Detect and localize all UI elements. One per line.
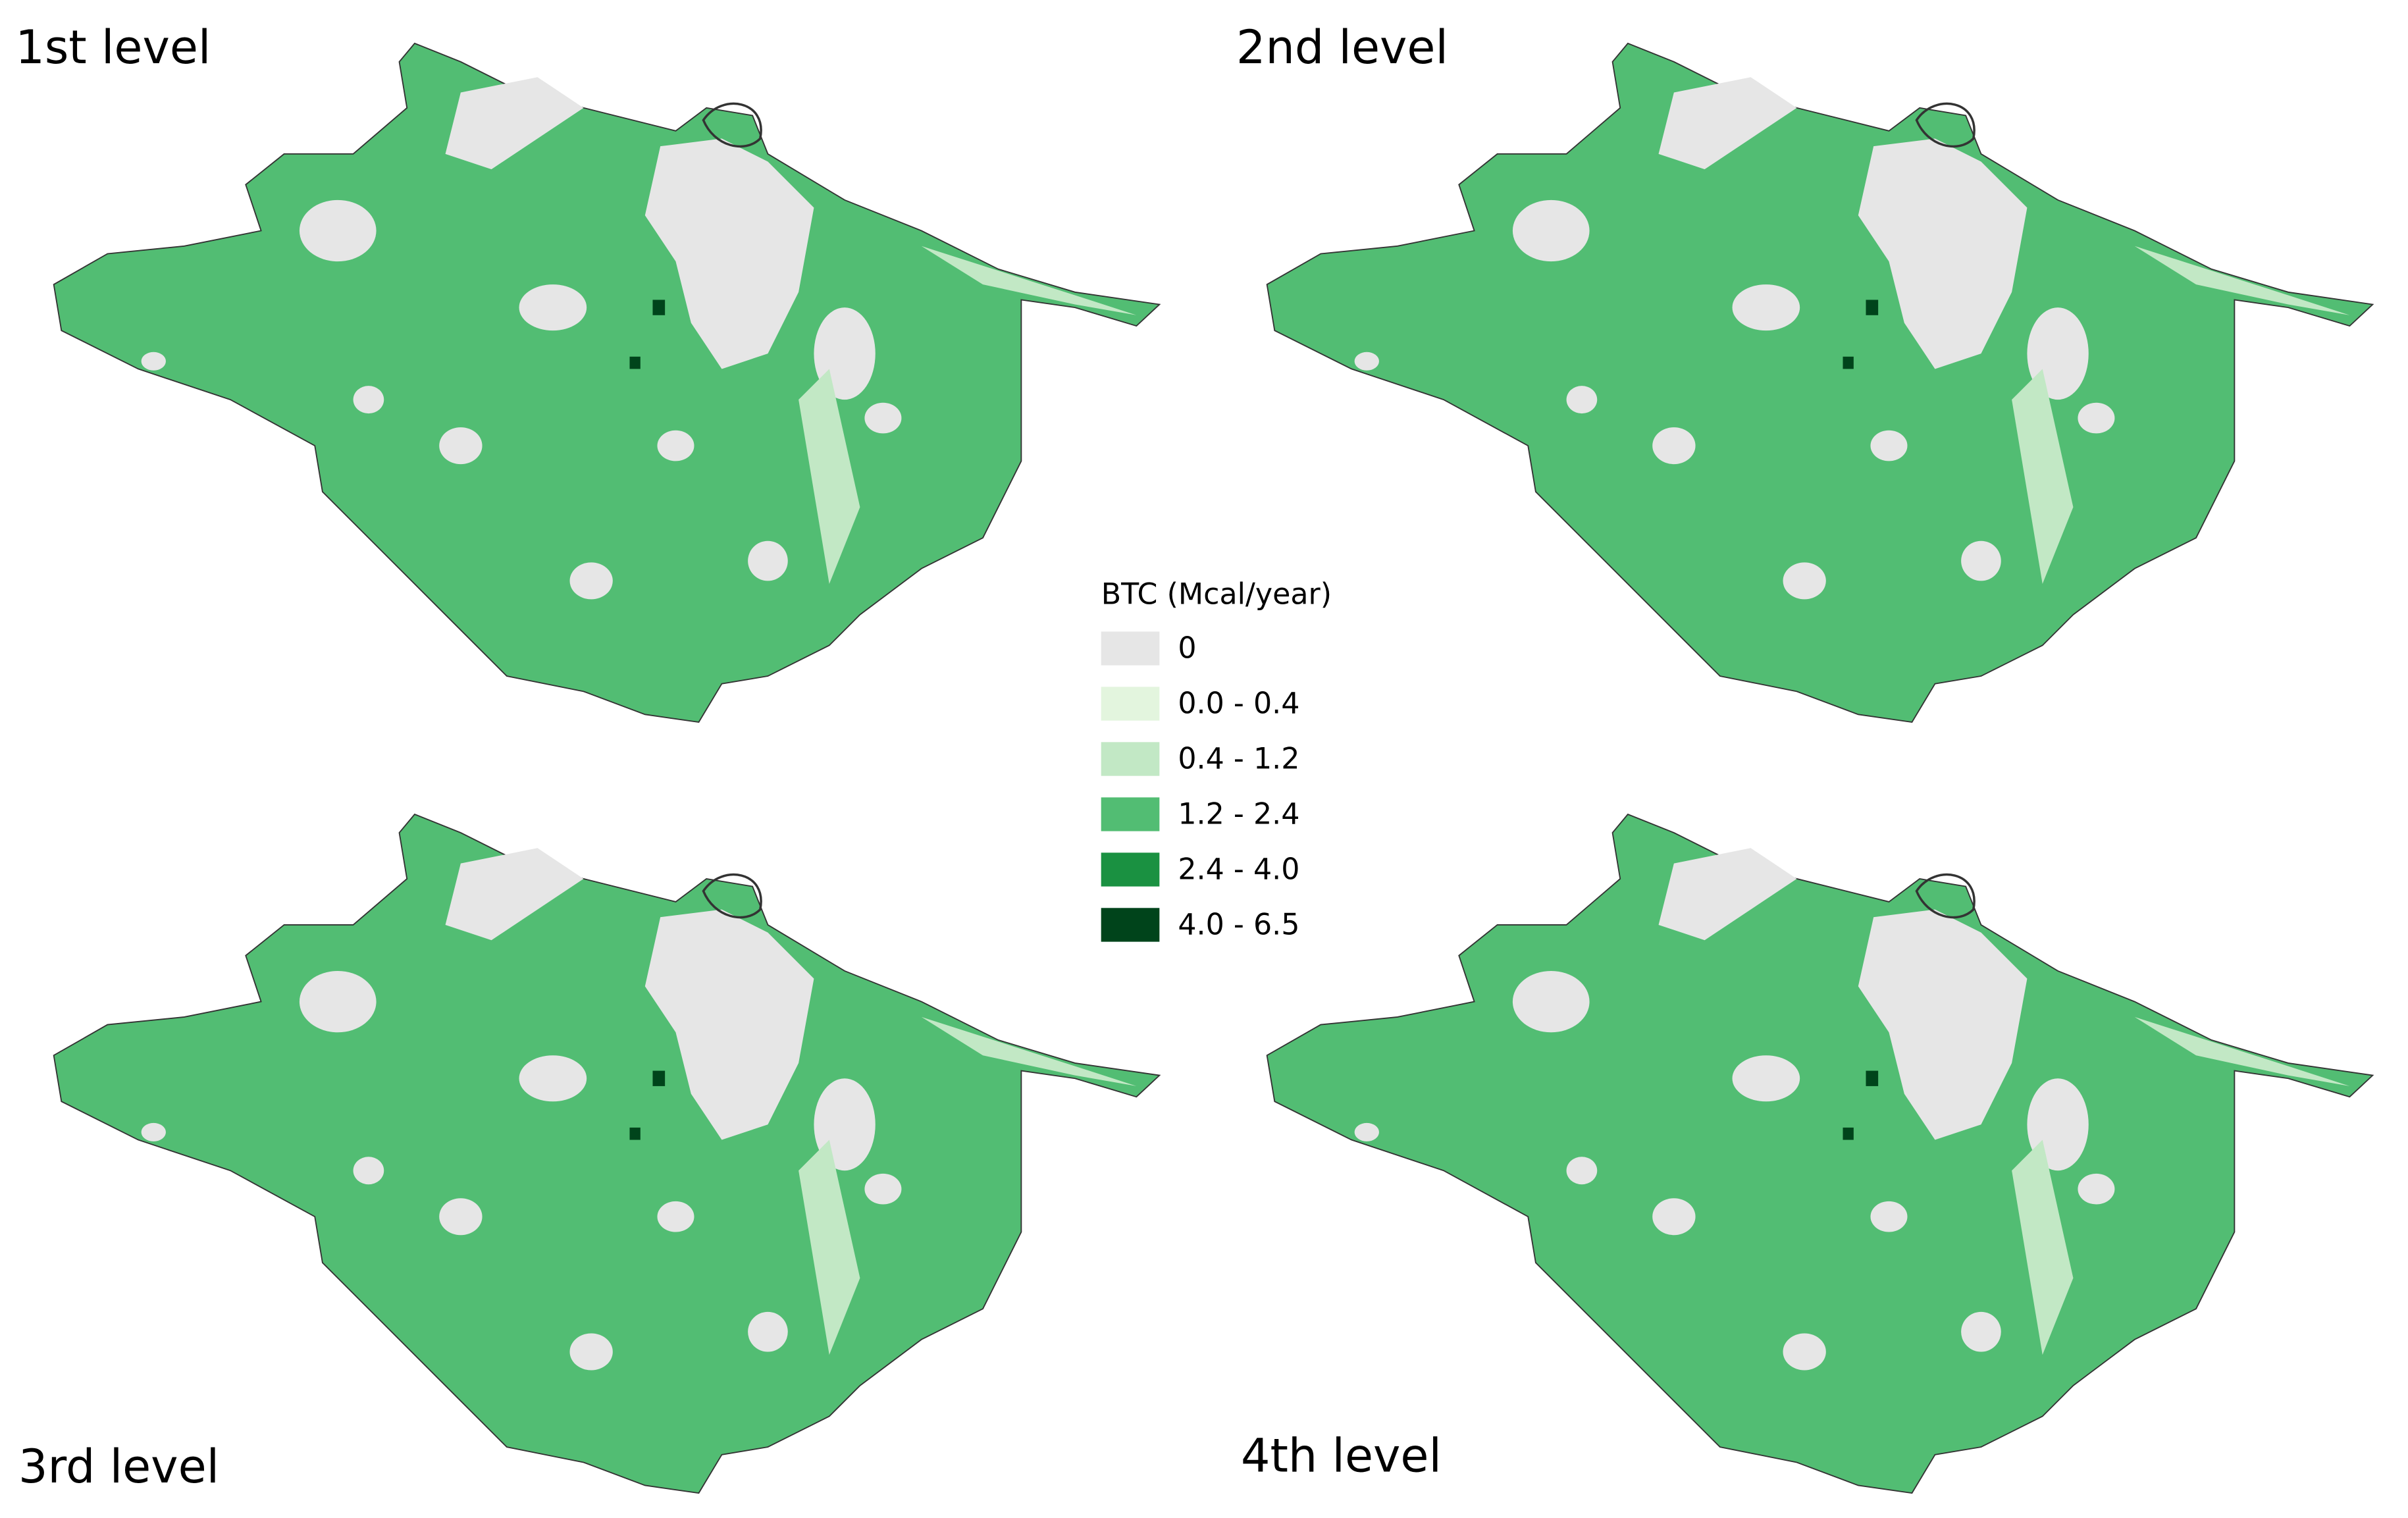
legend-swatch <box>1101 797 1160 831</box>
map <box>1265 813 2374 1494</box>
legend-label: 0 <box>1178 631 1196 665</box>
panel-title: 3rd level <box>18 1440 219 1494</box>
legend-swatch <box>1101 852 1160 887</box>
map <box>52 42 1161 723</box>
legend-swatch <box>1101 908 1160 942</box>
map <box>1265 42 2374 723</box>
legend-label: 1.2 - 2.4 <box>1178 797 1299 831</box>
legend-label: 0.0 - 0.4 <box>1178 687 1299 720</box>
legend: 0 0.0 - 0.4 0.4 - 1.2 1.2 - 2.4 2.4 - 4.0 4.0… <box>1101 631 1299 942</box>
legend-title: BTC (Mcal/year) <box>1101 578 1332 612</box>
map <box>52 813 1161 1494</box>
legend-swatch <box>1101 742 1160 776</box>
legend-label: 0.4 - 1.2 <box>1178 742 1299 775</box>
panel-title: 2nd level <box>1236 20 1448 74</box>
legend-label: 2.4 - 4.0 <box>1178 852 1299 886</box>
legend-swatch <box>1101 631 1160 666</box>
panel-title: 1st level <box>15 20 211 74</box>
panel-title: 4th level <box>1241 1428 1442 1482</box>
legend-swatch <box>1101 687 1160 721</box>
legend-label: 4.0 - 6.5 <box>1178 908 1299 941</box>
